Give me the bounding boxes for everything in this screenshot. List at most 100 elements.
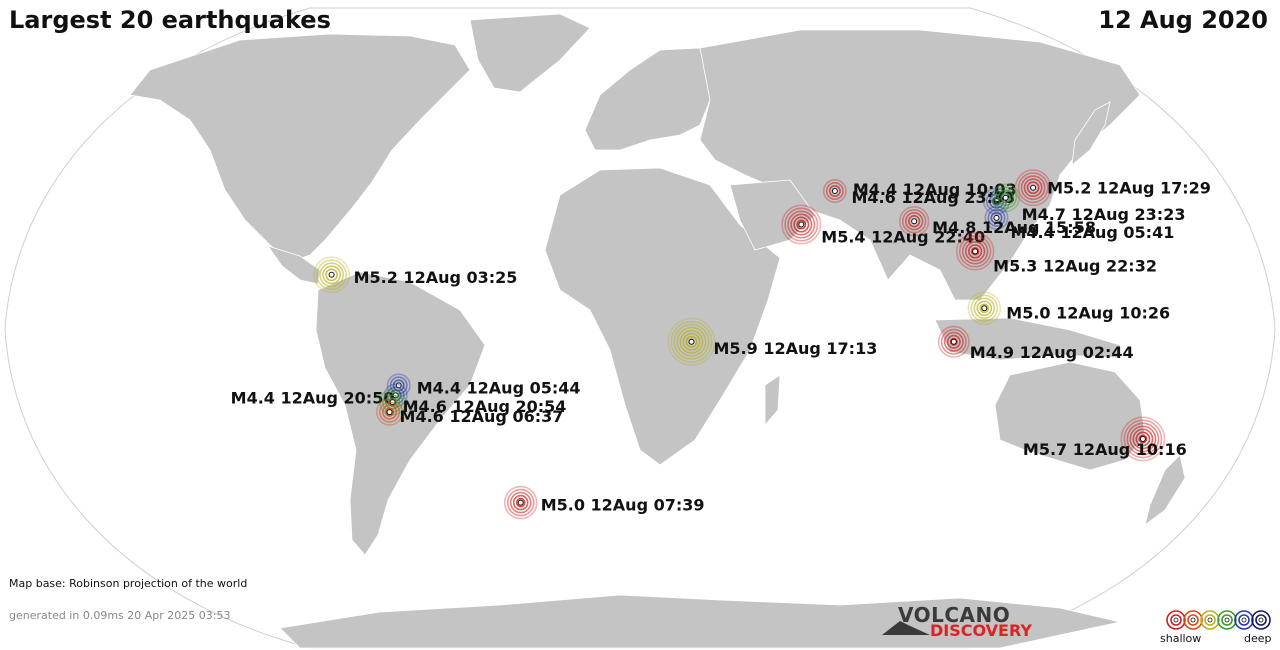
earthquake-marker[interactable]: M4.8 12Aug 15:58 [898,206,1096,237]
earthquake-ring [979,303,990,314]
earthquake-label: M4.6 12Aug 20:54 [403,397,567,416]
legend-depth-ring [1217,610,1237,630]
legend-depth-dot [1241,617,1247,623]
earthquake-ring [1135,431,1151,447]
legend-depth-ring [1187,614,1199,626]
earthquake-ring [682,332,701,351]
earthquake-ring [667,317,716,366]
land-japan [1071,101,1111,166]
earthquake-label: M4.4 12Aug 05:41 [1011,223,1175,242]
legend-depth-ring [1234,610,1254,630]
depth-legend-rings [1166,610,1271,630]
earthquake-marker[interactable]: M5.0 12Aug 10:26 [967,291,1170,326]
earthquake-marker[interactable]: M5.0 12Aug 07:39 [503,485,705,520]
generated-caption: generated in 0.09ms 20 Apr 2025 03:53 [9,609,231,622]
earthquake-epicenter [1002,194,1009,201]
earthquake-ring [509,491,532,514]
legend-depth-ring [1251,610,1271,630]
earthquake-ring [961,238,989,265]
earthquake-marker[interactable]: M4.4 12Aug 10:03 [822,179,1017,204]
legend-deep-label: deep [1244,632,1272,645]
earthquake-ring [1120,416,1166,462]
earthquake-ring [991,183,1021,213]
map-title: Largest 20 earthquakes [9,6,331,34]
legend-depth-ring [1221,614,1233,626]
earthquake-ring [955,232,995,271]
land-asia [699,29,1141,301]
land-greenland [469,13,591,93]
earthquake-marker[interactable]: M5.4 12Aug 22:40 [781,204,985,247]
earthquake-marker[interactable]: M4.9 12Aug 02:44 [937,325,1134,362]
earthquake-ring [1026,181,1040,195]
volcano-discovery-logo[interactable]: VOLCANO DISCOVERY [880,603,1040,643]
earthquake-label: M5.3 12Aug 22:32 [993,256,1157,275]
earthquake-ring [898,206,930,237]
earthquake-ring [1014,169,1052,207]
earthquake-label: M4.8 12Aug 15:58 [932,218,1096,237]
map-base-caption: Map base: Robinson projection of the wor… [9,577,248,590]
earthquake-ring [673,323,710,360]
earthquake-epicenter [798,221,805,228]
earthquake-ring [901,209,927,234]
earthquake-ring [984,205,1009,230]
earthquake-marker[interactable]: M5.2 12Aug 17:29 [1014,169,1211,207]
earthquake-ring [987,208,1006,227]
earthquake-label: M5.7 12Aug 10:16 [1023,440,1187,459]
earthquake-ring [946,334,961,349]
earthquake-ring [949,337,958,346]
earthquake-ring [503,485,538,520]
earthquake-marker[interactable]: M4.6 12Aug 06:37 [375,398,564,426]
earthquake-epicenter [328,271,335,278]
land-south-america [315,271,486,556]
earthquake-ring [973,297,996,320]
earthquake-epicenter [517,499,524,506]
earthquake-ring [1126,422,1160,456]
earthquake-label: M4.4 12Aug 05:44 [417,378,581,397]
earthquake-marker[interactable]: M5.2 12Aug 03:25 [313,256,518,294]
land-new-zealand [1144,454,1186,526]
earthquake-ring [940,328,967,355]
earthquake-ring [907,215,921,228]
legend-depth-ring [1166,610,1186,630]
earthquake-marker[interactable]: M5.3 12Aug 22:32 [955,232,1157,275]
earthquake-marker[interactable]: M4.4 12Aug 05:41 [984,205,1175,242]
earthquake-ring [967,291,1002,326]
earthquake-label: M5.4 12Aug 22:40 [821,228,985,247]
earthquake-epicenter [972,248,979,255]
legend-depth-ring [1204,614,1216,626]
legend-shallow-label: shallow [1160,632,1202,645]
earthquake-label: M5.2 12Aug 03:25 [354,268,518,287]
legend-depth-ring [1238,614,1250,626]
earthquake-epicenter [688,338,695,345]
earthquake-ring [943,331,964,352]
legend-depth-dot [1207,617,1213,623]
legend-depth-dot [1224,617,1230,623]
earthquake-ring [970,247,980,256]
earthquake-marker[interactable]: M5.9 12Aug 17:13 [667,317,877,366]
earthquake-epicenter [981,305,988,312]
earthquake-ring [990,211,1003,224]
earthquake-ring [378,401,401,423]
earthquake-ring [375,398,404,426]
earthquake-epicenter [1030,184,1037,191]
earthquake-ring [904,212,924,231]
earthquake-marker[interactable]: M5.7 12Aug 10:16 [1023,416,1187,462]
earthquake-ring [676,326,707,357]
earthquake-ring [685,335,698,348]
earthquake-ring [1138,434,1148,444]
earthquake-marker[interactable]: M4.6 12Aug 23:33 [852,187,1016,215]
earthquake-label: M5.2 12Aug 17:29 [1047,179,1211,198]
earthquake-ring [828,185,841,198]
earthquake-ring [796,219,807,230]
earthquake-epicenter [831,188,838,195]
earthquake-marker[interactable]: M4.7 12Aug 23:23 [991,183,1185,224]
earthquake-ring [1020,175,1046,201]
land-australia [994,361,1146,471]
land-central-america [266,245,321,285]
earthquake-ring [316,259,348,291]
legend-depth-ring [1183,610,1203,630]
earthquake-ring [994,186,1018,210]
earthquake-ring [679,329,704,354]
earthquake-marker[interactable]: M4.4 12Aug 05:44 [386,373,581,397]
